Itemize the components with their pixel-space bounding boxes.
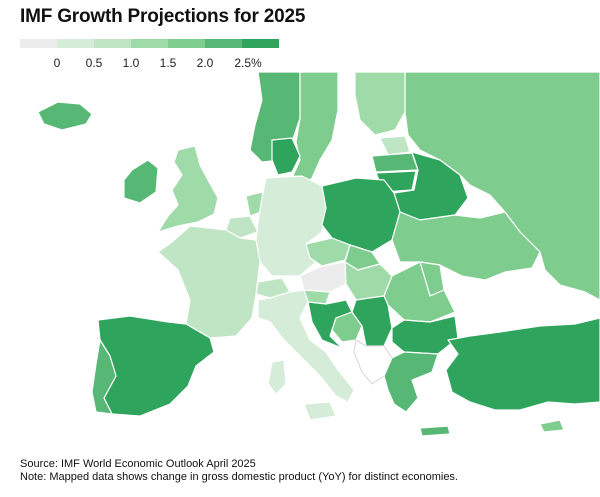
source-note: Source: IMF World Economic Outlook April… (20, 458, 256, 470)
europe-map (37, 72, 600, 437)
legend-swatch-1 (57, 39, 94, 48)
region-great-britain (157, 145, 219, 233)
region-crete (419, 425, 451, 437)
legend-label-10: 1.0 (122, 56, 140, 70)
legend-label-0: 0 (53, 56, 61, 70)
region-sardinia (267, 359, 287, 395)
legend-label-05: 0.5 (85, 56, 103, 70)
region-romania (383, 261, 456, 323)
region-spain (97, 315, 215, 417)
region-serbia (351, 295, 393, 347)
region-denmark (271, 137, 301, 176)
legend-label-25: 2.5% (234, 56, 262, 70)
region-greece (383, 351, 439, 413)
map-title: IMF Growth Projections for 2025 (20, 6, 306, 27)
legend-swatch-6 (242, 39, 279, 48)
region-ireland (123, 159, 159, 204)
data-note: Note: Mapped data shows change in gross … (20, 471, 458, 483)
region-iceland (37, 101, 93, 131)
region-bulgaria (391, 315, 459, 355)
region-sicily (303, 401, 337, 421)
region-portugal (91, 339, 117, 415)
legend-swatch-0 (20, 39, 57, 48)
region-poland (321, 177, 401, 253)
map-footer: Source: IMF World Economic Outlook April… (20, 458, 458, 484)
legend-swatch-4 (168, 39, 205, 48)
legend-label-20: 2.0 (196, 56, 214, 70)
region-finland (354, 72, 406, 136)
legend-swatch-3 (131, 39, 168, 48)
color-legend: 0 0.5 1.0 1.5 2.0 2.5% (20, 39, 282, 73)
legend-label-15: 1.5 (159, 56, 177, 70)
legend-swatch-5 (205, 39, 242, 48)
legend-swatch-2 (94, 39, 131, 48)
black-sea (458, 288, 560, 336)
region-latvia (371, 152, 419, 173)
region-italy (257, 289, 355, 403)
region-cyprus (539, 419, 565, 433)
region-belgium (225, 215, 259, 239)
region-estonia (379, 135, 411, 156)
region-france (157, 225, 261, 339)
